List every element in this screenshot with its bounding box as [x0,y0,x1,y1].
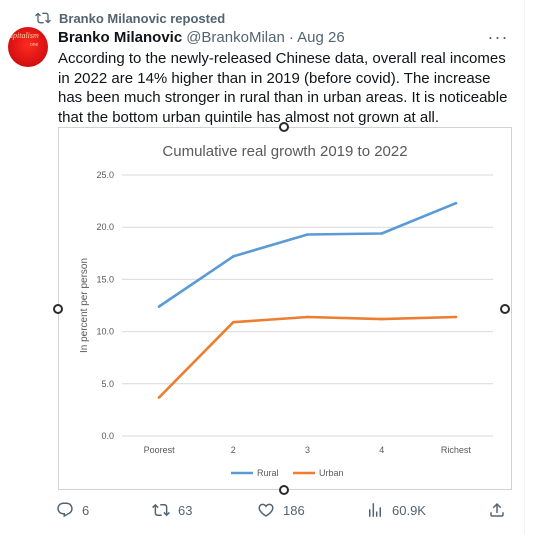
line-chart: Cumulative real growth 2019 to 2022 0.0 5.… [79,143,493,478]
y-tick-label: 0.0 [101,431,114,441]
y-tick-label: 10.0 [96,327,114,337]
chart-image[interactable]: Cumulative real growth 2019 to 2022 0.0 5.… [58,127,512,490]
legend-label-urban: Urban [319,468,344,478]
views-count: 60.9K [392,502,426,518]
author-name[interactable]: Branko Milanovic [58,28,183,46]
data-point-urban [454,315,458,319]
repost-icon [152,503,170,517]
author-handle[interactable]: @BrankoMilan [186,28,285,46]
like-button[interactable]: 186 [257,498,305,522]
data-point-rural [232,255,235,258]
more-options-button[interactable]: ··· [487,26,509,47]
data-point-rural [306,233,309,236]
y-tick-label: 15.0 [96,274,114,284]
like-count: 186 [283,502,305,518]
avatar[interactable]: apitalism one [8,27,48,67]
reply-button[interactable]: 6 [56,498,89,522]
chart-title: Cumulative real growth 2019 to 2022 [162,143,407,160]
resize-handle-top[interactable] [279,122,289,132]
x-tick-label: 3 [305,445,310,455]
data-point-urban [380,317,384,321]
x-tick-label: 4 [379,445,384,455]
y-tick-label: 20.0 [96,222,114,232]
avatar-text: apitalism [9,31,39,40]
tweet-card[interactable]: Branko Milanovic reposted apitalism one … [0,0,525,534]
series-line-rural [157,201,458,308]
tweet-header: Branko Milanovic @BrankoMilan · Aug 26 [58,27,345,47]
legend-label-rural: Rural [257,468,279,478]
tweet-date[interactable]: · Aug 26 [288,28,345,46]
resize-handle-left[interactable] [53,304,63,314]
data-point-urban [157,396,161,399]
share-icon [490,502,504,517]
action-bar: 6 63 186 60.9K [0,498,525,522]
repost-context[interactable]: Branko Milanovic reposted [35,9,225,27]
tweet-text: According to the newly-released Chinese … [58,50,508,126]
data-point-urban [306,315,309,319]
avatar-subtext: one [30,42,39,48]
repost-button[interactable]: 63 [152,498,192,522]
repost-label: Branko Milanovic reposted [59,10,226,26]
reply-count: 6 [82,502,90,518]
y-tick-label: 25.0 [96,170,114,180]
repost-icon [35,12,51,24]
resize-handle-right[interactable] [500,304,510,314]
views-icon [369,503,381,517]
x-tick-label: Poorest [144,445,176,455]
resize-handle-bottom[interactable] [279,485,289,495]
heart-icon [258,503,274,517]
x-tick-label: 2 [231,445,236,455]
data-point-rural [380,232,384,235]
y-tick-label: 5.0 [101,379,114,389]
data-point-rural [157,305,161,308]
series-line-urban [157,315,458,399]
reply-icon [57,502,73,518]
repost-count: 63 [178,502,193,518]
share-button[interactable] [488,498,506,522]
data-point-urban [232,320,235,324]
views-button[interactable]: 60.9K [366,498,426,522]
x-tick-label: Richest [441,445,472,455]
data-point-rural [454,201,458,205]
y-axis-label: In percent per person [79,258,90,353]
